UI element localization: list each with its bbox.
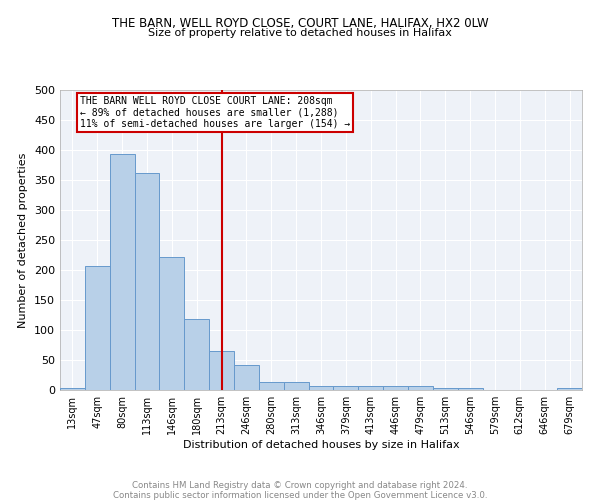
Bar: [458, 388, 482, 390]
Bar: [433, 388, 458, 390]
Text: THE BARN, WELL ROYD CLOSE, COURT LANE, HALIFAX, HX2 0LW: THE BARN, WELL ROYD CLOSE, COURT LANE, H…: [112, 18, 488, 30]
Text: Contains HM Land Registry data © Crown copyright and database right 2024.: Contains HM Land Registry data © Crown c…: [132, 481, 468, 490]
Bar: [358, 386, 383, 390]
Bar: [134, 173, 160, 390]
Bar: [334, 386, 358, 390]
Bar: [383, 386, 408, 390]
X-axis label: Distribution of detached houses by size in Halifax: Distribution of detached houses by size …: [182, 440, 460, 450]
Text: Contains public sector information licensed under the Open Government Licence v3: Contains public sector information licen…: [113, 491, 487, 500]
Bar: [234, 366, 259, 390]
Y-axis label: Number of detached properties: Number of detached properties: [19, 152, 28, 328]
Bar: [259, 382, 284, 390]
Bar: [408, 386, 433, 390]
Bar: [284, 382, 308, 390]
Bar: [110, 154, 134, 390]
Bar: [308, 386, 334, 390]
Bar: [85, 266, 110, 390]
Bar: [209, 351, 234, 390]
Text: Size of property relative to detached houses in Halifax: Size of property relative to detached ho…: [148, 28, 452, 38]
Bar: [184, 319, 209, 390]
Text: THE BARN WELL ROYD CLOSE COURT LANE: 208sqm
← 89% of detached houses are smaller: THE BARN WELL ROYD CLOSE COURT LANE: 208…: [80, 96, 350, 129]
Bar: [160, 257, 184, 390]
Bar: [60, 388, 85, 390]
Bar: [557, 388, 582, 390]
